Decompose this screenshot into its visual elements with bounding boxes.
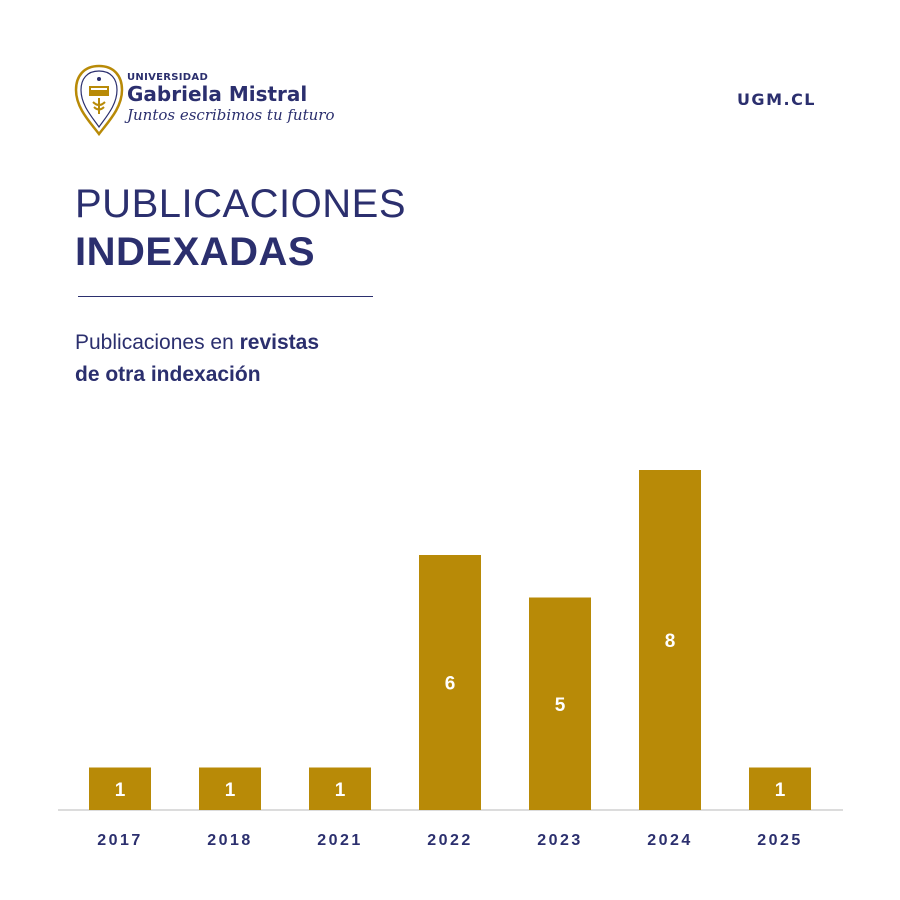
bar-value-label-2021: 1 <box>335 780 346 801</box>
bar-2017 <box>89 767 151 810</box>
page-title: PUBLICACIONES INDEXADAS <box>75 180 406 276</box>
bar-2024 <box>639 470 701 810</box>
x-tick-label-2021: 2021 <box>317 832 363 849</box>
title-line-2: INDEXADAS <box>75 230 316 274</box>
bar-2025 <box>749 767 811 810</box>
x-tick-label-2025: 2025 <box>757 832 803 849</box>
x-tick-label-2023: 2023 <box>537 832 583 849</box>
x-tick-label-2018: 2018 <box>207 832 253 849</box>
subtitle-bold-1: revistas <box>239 331 320 354</box>
bar-2018 <box>199 767 261 810</box>
university-tagline: Juntos escribimos tu futuro <box>127 106 335 124</box>
bar-value-label-2024: 8 <box>665 631 676 652</box>
website-link[interactable]: UGM.CL <box>736 90 816 109</box>
bar-value-label-2023: 5 <box>555 695 566 716</box>
chart-subtitle: Publicaciones en revistas de otra indexa… <box>75 327 319 391</box>
bar-value-label-2017: 1 <box>115 780 126 801</box>
bar-value-label-2018: 1 <box>225 780 236 801</box>
bar-value-label-2022: 6 <box>445 674 456 695</box>
x-tick-label-2022: 2022 <box>427 832 473 849</box>
university-seal-icon <box>74 64 124 136</box>
university-logo: UNIVERSIDAD Gabriela Mistral Juntos escr… <box>74 64 364 144</box>
bar-value-label-2025: 1 <box>775 780 786 801</box>
bar-2023 <box>529 597 591 810</box>
x-tick-label-2024: 2024 <box>647 832 693 849</box>
title-line-1: PUBLICACIONES <box>75 182 407 226</box>
subtitle-bold-2: de otra indexación <box>75 363 261 386</box>
university-name: Gabriela Mistral <box>127 82 308 106</box>
subtitle-text: Publicaciones en <box>75 331 240 354</box>
bar-2022 <box>419 555 481 810</box>
bar-2021 <box>309 767 371 810</box>
x-tick-label-2017: 2017 <box>97 832 143 849</box>
university-small-label: UNIVERSIDAD <box>127 72 209 83</box>
title-divider <box>78 296 373 297</box>
